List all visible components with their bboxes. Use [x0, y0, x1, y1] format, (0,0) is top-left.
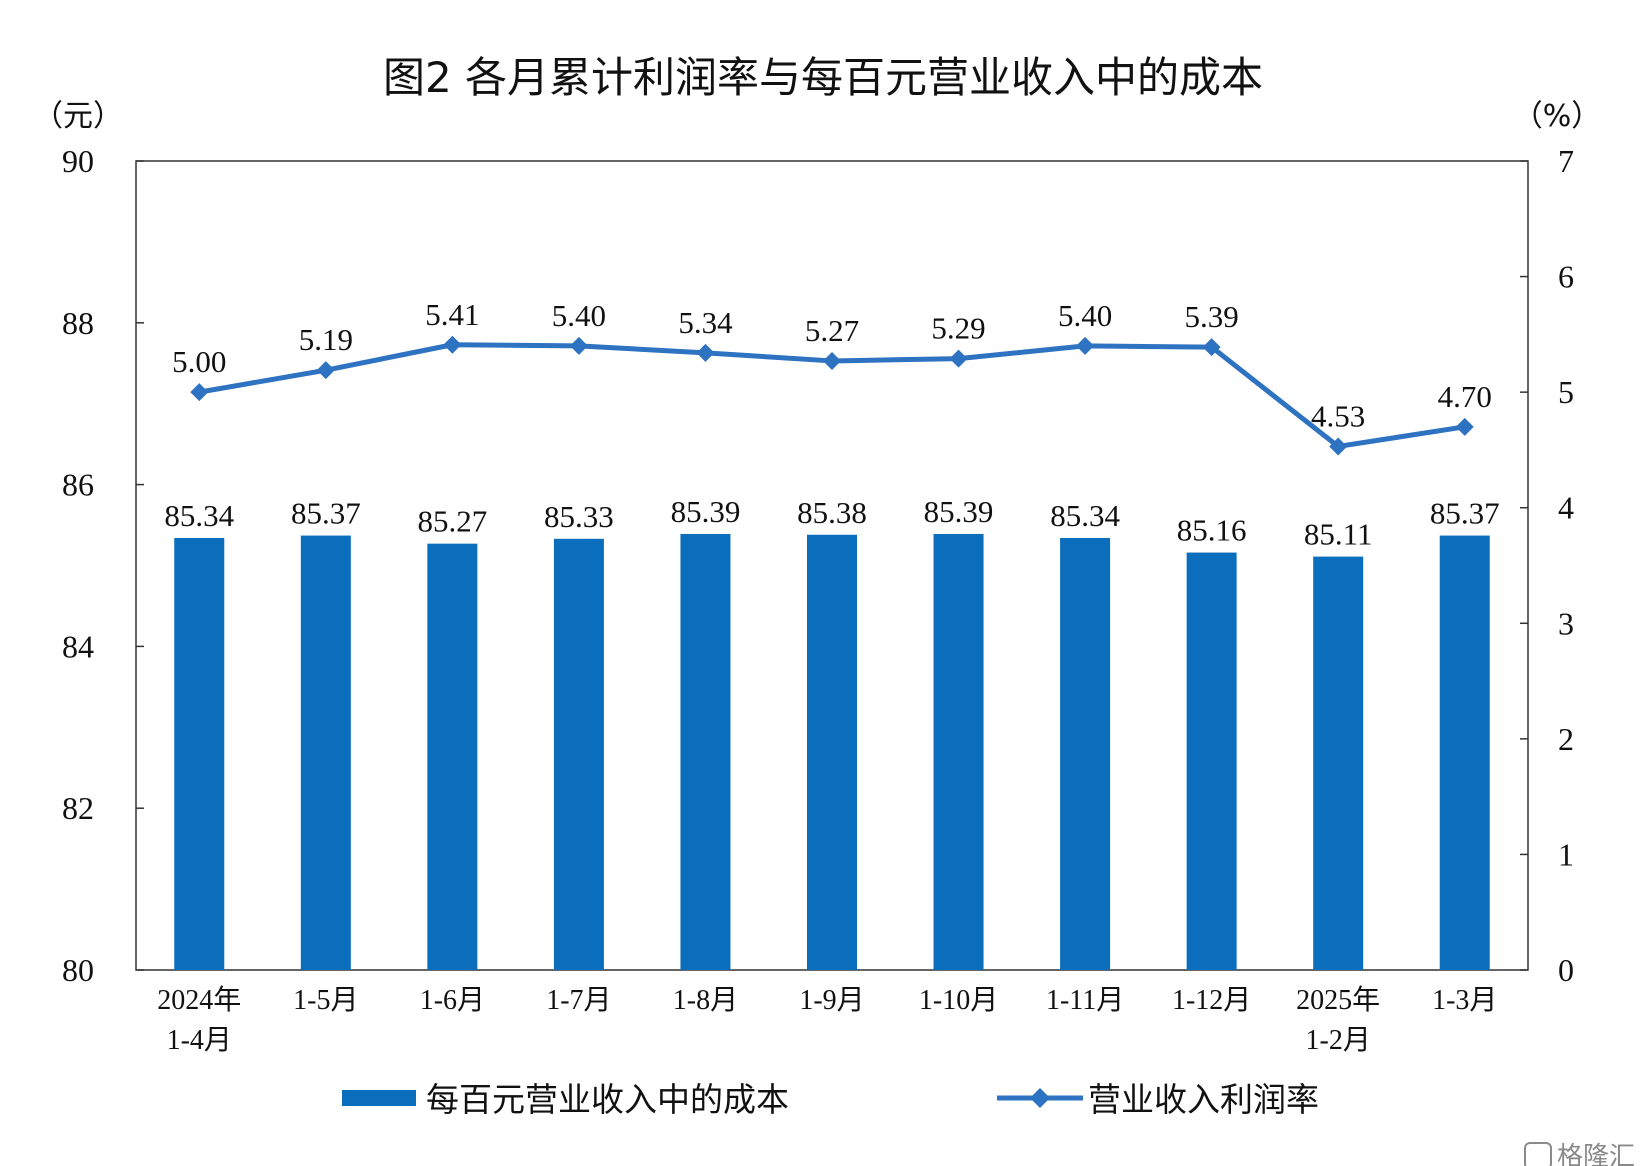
line-point-marker — [949, 349, 968, 368]
bar — [553, 538, 604, 970]
bar-series — [174, 533, 1490, 970]
category-label: 1-7月 — [546, 985, 611, 1016]
line-point-marker — [190, 383, 209, 402]
line-value-label: 5.00 — [172, 344, 226, 379]
bar-value-label: 85.39 — [924, 494, 994, 529]
line-point-marker — [1076, 336, 1095, 355]
legend: 每百元营业收入中的成本 营业收入利润率 — [342, 1080, 1319, 1119]
left-axis-tick-label: 86 — [62, 467, 94, 503]
left-axis-tick-label: 84 — [62, 628, 94, 664]
legend-diamond-marker-icon — [1030, 1088, 1050, 1108]
line-value-label: 5.27 — [805, 313, 859, 348]
left-axis: 80 82 84 86 88 90 — [62, 143, 144, 988]
category-label: 1-6月 — [420, 985, 485, 1016]
right-axis-tick-label: 5 — [1558, 374, 1574, 410]
bar-value-labels: 85.34 85.37 85.27 85.33 85.39 85.38 85.39 85.34… — [164, 494, 1499, 552]
line-value-label: 5.34 — [678, 305, 733, 340]
category-label: 1-3月 — [1432, 985, 1497, 1016]
bar-value-label: 85.38 — [797, 495, 867, 530]
left-axis-tick-label: 88 — [62, 305, 94, 341]
bar — [807, 534, 857, 970]
line-point-marker — [1329, 437, 1348, 456]
line-value-label: 5.29 — [931, 311, 985, 346]
line-point-marker — [696, 343, 715, 362]
bar-value-label: 85.37 — [291, 496, 361, 531]
bar — [1060, 537, 1111, 970]
bar — [174, 537, 225, 970]
bar — [680, 533, 731, 970]
right-axis-tick-label: 6 — [1558, 259, 1574, 295]
legend-bar-label: 每百元营业收入中的成本 — [426, 1080, 789, 1119]
line-value-label: 5.39 — [1185, 299, 1239, 334]
chart-title: 图2 各月累计利润率与每百元营业收入中的成本 — [383, 53, 1263, 102]
category-label: 1-10月 — [919, 985, 998, 1016]
bar-value-label: 85.34 — [164, 498, 234, 533]
right-axis: 0 1 2 3 4 5 6 7 — [1520, 143, 1574, 988]
bar — [933, 533, 984, 970]
bar — [1313, 556, 1364, 970]
line-series — [190, 335, 1474, 456]
category-label: 1-5月 — [293, 985, 358, 1016]
bar — [427, 543, 478, 970]
left-axis-tick-label: 82 — [62, 790, 94, 826]
line-value-label: 4.53 — [1311, 398, 1365, 433]
line-value-label: 5.40 — [552, 298, 606, 333]
category-label: 1-9月 — [799, 985, 864, 1016]
bar-value-label: 85.37 — [1430, 496, 1500, 531]
bar — [1186, 552, 1237, 970]
bar — [1439, 535, 1490, 970]
bar-value-label: 85.39 — [671, 494, 741, 529]
line-value-label: 5.40 — [1058, 298, 1112, 333]
legend-bar-swatch — [342, 1090, 416, 1106]
line-point-marker — [316, 361, 335, 380]
left-axis-unit: （元） — [33, 99, 123, 134]
category-label: 1-2月 — [1306, 1025, 1371, 1056]
line-value-labels: 5.00 5.19 5.41 5.40 5.34 5.27 5.29 5.40 5.39 4.53… — [172, 297, 1492, 434]
line-point-marker — [1202, 338, 1221, 357]
category-label: 1-12月 — [1172, 985, 1251, 1016]
category-label: 2024年 — [157, 984, 241, 1016]
line-point-marker — [1455, 417, 1474, 436]
category-label: 1-11月 — [1046, 985, 1124, 1016]
watermark-logo-icon — [1524, 1142, 1552, 1166]
line-point-marker — [443, 335, 462, 354]
bar — [300, 535, 351, 970]
line-value-label: 5.19 — [299, 322, 353, 357]
line-point-marker — [823, 351, 841, 370]
left-axis-tick-label: 80 — [62, 952, 94, 988]
line-value-label: 5.41 — [425, 297, 479, 332]
watermark-text: 格隆汇 — [1557, 1142, 1635, 1166]
legend-line-label: 营业收入利润率 — [1088, 1080, 1319, 1119]
bar-value-label: 85.34 — [1050, 498, 1120, 533]
bar-value-label: 85.27 — [417, 504, 487, 539]
right-axis-tick-label: 7 — [1558, 143, 1574, 179]
right-axis-tick-label: 2 — [1558, 721, 1574, 757]
x-axis-category-labels: 2024年 1-4月 1-5月 1-6月 1-7月 1-8月 1-9月 1-10月 1-11月 1… — [157, 984, 1497, 1056]
bar-value-label: 85.16 — [1177, 513, 1247, 548]
category-label: 1-4月 — [167, 1025, 232, 1056]
watermark: 格隆汇 — [1524, 1142, 1635, 1166]
right-axis-tick-label: 3 — [1558, 605, 1574, 641]
line-value-label: 4.70 — [1438, 379, 1492, 414]
left-axis-tick-label: 90 — [62, 143, 94, 179]
category-label: 2025年 — [1296, 984, 1380, 1016]
right-axis-tick-label: 1 — [1558, 836, 1574, 872]
line-point-marker — [569, 336, 588, 355]
right-axis-tick-label: 4 — [1558, 490, 1574, 526]
bar-value-label: 85.33 — [544, 499, 614, 534]
right-axis-tick-label: 0 — [1558, 952, 1574, 988]
right-axis-unit: （%） — [1513, 99, 1602, 134]
bar-value-label: 85.11 — [1304, 517, 1373, 552]
category-label: 1-8月 — [673, 985, 738, 1016]
